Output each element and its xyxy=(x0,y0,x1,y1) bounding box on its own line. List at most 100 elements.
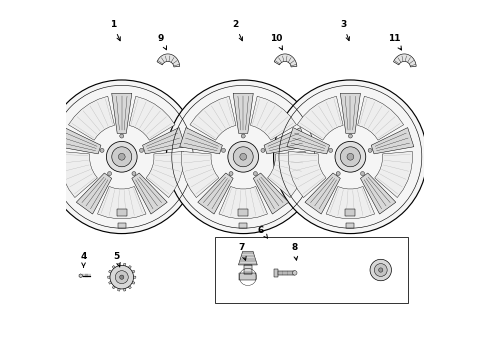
Circle shape xyxy=(240,153,246,160)
Circle shape xyxy=(100,148,104,152)
Circle shape xyxy=(221,148,225,152)
Polygon shape xyxy=(143,127,185,154)
Polygon shape xyxy=(250,96,296,140)
Text: 8: 8 xyxy=(291,243,297,260)
Bar xyxy=(274,269,277,277)
Text: 6: 6 xyxy=(258,225,268,238)
Circle shape xyxy=(368,148,372,152)
Polygon shape xyxy=(131,270,135,274)
Polygon shape xyxy=(60,151,98,198)
Polygon shape xyxy=(109,281,112,284)
Polygon shape xyxy=(239,251,257,265)
Circle shape xyxy=(347,153,354,160)
Bar xyxy=(346,222,354,228)
Text: 7: 7 xyxy=(238,243,246,260)
Polygon shape xyxy=(131,281,135,284)
Circle shape xyxy=(273,80,427,234)
Circle shape xyxy=(370,259,392,281)
Text: 2: 2 xyxy=(232,20,243,41)
Circle shape xyxy=(241,134,245,138)
Polygon shape xyxy=(361,173,396,214)
Circle shape xyxy=(120,275,124,279)
Polygon shape xyxy=(268,151,305,198)
Circle shape xyxy=(108,172,112,176)
Polygon shape xyxy=(108,276,111,278)
Bar xyxy=(118,222,126,228)
Polygon shape xyxy=(341,93,361,134)
Polygon shape xyxy=(123,263,126,267)
Circle shape xyxy=(228,141,259,172)
Polygon shape xyxy=(198,173,233,214)
Polygon shape xyxy=(253,173,289,214)
Polygon shape xyxy=(371,127,414,154)
Polygon shape xyxy=(180,127,222,154)
Text: 11: 11 xyxy=(388,35,401,50)
Polygon shape xyxy=(190,96,236,140)
Circle shape xyxy=(336,172,340,176)
Polygon shape xyxy=(157,54,180,67)
Circle shape xyxy=(293,271,297,275)
Bar xyxy=(277,271,295,275)
Bar xyxy=(244,265,252,274)
Polygon shape xyxy=(133,276,136,278)
Circle shape xyxy=(119,153,125,160)
Text: 4: 4 xyxy=(80,252,87,267)
Polygon shape xyxy=(233,93,253,134)
Polygon shape xyxy=(112,266,116,269)
Circle shape xyxy=(335,141,366,172)
Circle shape xyxy=(112,147,132,167)
Polygon shape xyxy=(181,151,219,198)
Polygon shape xyxy=(109,270,112,274)
Polygon shape xyxy=(326,186,375,219)
Polygon shape xyxy=(69,96,115,140)
Polygon shape xyxy=(297,96,343,140)
Polygon shape xyxy=(112,285,116,289)
Polygon shape xyxy=(146,151,184,198)
Circle shape xyxy=(132,172,136,176)
Polygon shape xyxy=(118,288,121,291)
Polygon shape xyxy=(112,93,132,134)
Polygon shape xyxy=(76,173,112,214)
Bar xyxy=(345,210,355,216)
Polygon shape xyxy=(305,173,341,214)
Text: 9: 9 xyxy=(158,35,167,50)
Circle shape xyxy=(167,80,320,234)
Circle shape xyxy=(261,148,265,152)
Text: 10: 10 xyxy=(270,35,283,50)
Circle shape xyxy=(253,172,257,176)
Polygon shape xyxy=(118,263,121,267)
Polygon shape xyxy=(375,151,413,198)
Polygon shape xyxy=(132,173,167,214)
Bar xyxy=(239,273,256,280)
Bar xyxy=(239,222,247,228)
Text: 3: 3 xyxy=(340,20,349,41)
Circle shape xyxy=(374,264,387,276)
Circle shape xyxy=(140,148,144,152)
Circle shape xyxy=(379,268,383,272)
Polygon shape xyxy=(98,186,146,219)
Polygon shape xyxy=(289,151,326,198)
Circle shape xyxy=(45,80,198,234)
Text: 1: 1 xyxy=(110,20,121,41)
Circle shape xyxy=(120,134,124,138)
Text: 5: 5 xyxy=(113,252,120,267)
Circle shape xyxy=(110,265,134,289)
Circle shape xyxy=(348,134,352,138)
Circle shape xyxy=(361,172,365,176)
Bar xyxy=(117,210,127,216)
Polygon shape xyxy=(128,285,131,289)
Circle shape xyxy=(233,147,253,167)
Polygon shape xyxy=(274,54,297,67)
Circle shape xyxy=(229,172,233,176)
Polygon shape xyxy=(58,127,101,154)
Polygon shape xyxy=(129,96,175,140)
Polygon shape xyxy=(264,127,307,154)
Polygon shape xyxy=(79,274,82,278)
Bar xyxy=(215,237,408,303)
Circle shape xyxy=(115,271,128,284)
Polygon shape xyxy=(123,288,126,291)
Circle shape xyxy=(329,148,333,152)
Polygon shape xyxy=(287,127,330,154)
Polygon shape xyxy=(358,96,404,140)
Polygon shape xyxy=(393,54,416,67)
